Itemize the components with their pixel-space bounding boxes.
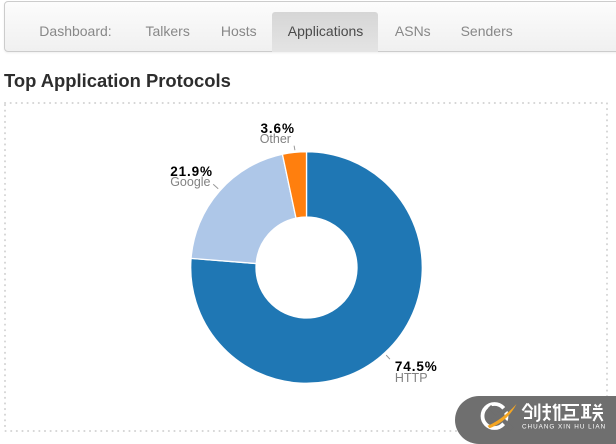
svg-text:CHUANG XIN HU LIAN: CHUANG XIN HU LIAN [522,424,606,431]
